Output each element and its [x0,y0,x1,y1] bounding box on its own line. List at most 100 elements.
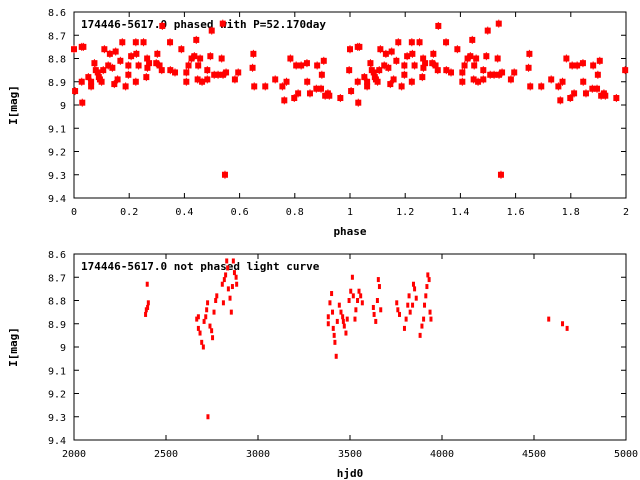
data-point [426,272,430,278]
y-tick-label: 9.3 [48,413,66,424]
data-point [232,270,236,276]
data-point [559,78,566,85]
data-point [183,69,190,76]
data-point [132,39,139,46]
data-point [382,50,389,57]
data-point [235,69,242,76]
data-point [487,71,494,78]
y-tick-label: 9.1 [48,124,66,135]
data-point [250,50,257,57]
data-point [281,97,288,104]
data-point [112,48,119,55]
data-point [225,258,229,264]
data-point [408,39,415,46]
data-point [144,307,148,313]
data-point [204,67,211,74]
data-point [491,71,498,78]
data-point [563,55,570,62]
data-point [226,265,230,271]
data-point [475,78,482,85]
y-tick-label: 9.2 [48,390,66,401]
data-point [393,57,400,64]
data-point [185,62,192,69]
y-tick-label: 8.9 [48,78,66,89]
data-point [372,311,376,317]
data-point [211,335,215,341]
data-point [397,311,401,317]
data-point [167,39,174,46]
data-point [420,323,424,329]
data-point [422,316,426,322]
data-point [547,316,551,322]
data-point [114,76,121,83]
data-point [395,300,399,306]
data-point [215,71,222,78]
data-point [355,99,362,106]
data-point [422,60,429,67]
data-point [499,69,506,76]
data-point [367,60,374,67]
data-point [622,67,629,74]
data-point [223,69,230,76]
data-point [231,76,238,83]
x-tick-label: 1.6 [507,207,525,218]
data-point [159,22,166,29]
x-axis-label: phase [333,225,366,238]
data-point [555,83,562,90]
data-point [201,344,205,350]
data-point [379,307,383,313]
data-point [194,76,201,83]
data-point [590,62,597,69]
data-point [371,304,375,310]
data-point [326,92,333,99]
data-point [428,309,432,315]
data-point [262,83,269,90]
data-point [128,53,135,60]
data-point [408,309,412,315]
data-point [94,69,101,76]
data-point [354,78,361,85]
data-point [144,311,148,317]
data-point [204,314,208,320]
data-point [408,78,415,85]
chart-title: 174446-5617.0 phased with P=52.170day [81,18,326,31]
y-axis-label: I[mag] [7,85,20,125]
plot-frame [73,11,627,199]
y-tick-label: 9.2 [48,148,66,159]
data-point [494,55,501,62]
x-tick-label: 2500 [154,449,178,460]
data-point [215,293,219,299]
data-point [111,81,118,88]
data-point [313,85,320,92]
data-point [414,295,418,301]
data-point [235,281,239,287]
data-point [361,74,368,81]
plot-1: 0 0.2 0.4 0.6 0.8 1 1.2 1.4 1.6 1.8 2 8.6 8.7 8.8 8.9 9… [7,8,629,238]
data-point [117,57,124,64]
data-point [208,27,215,34]
data-point [351,293,355,299]
data-point [345,316,349,322]
data-point [220,71,227,78]
data-point [374,318,378,324]
data-point [353,316,357,322]
data-point [348,88,355,95]
data-point [548,76,555,83]
y-tick-label: 8.8 [48,55,66,66]
data-point [320,57,327,64]
data-point [357,288,361,294]
data-point [402,325,406,331]
data-point [293,62,300,69]
x-tick-label: 4500 [522,449,546,460]
data-point [230,284,234,290]
data-point [589,85,596,92]
data-point [318,71,325,78]
data-point [407,293,411,299]
data-point [594,85,601,92]
data-point [404,316,408,322]
data-point [347,46,353,53]
data-point [561,321,565,327]
data-point [72,88,79,95]
data-point [427,277,431,283]
data-point [220,281,224,287]
